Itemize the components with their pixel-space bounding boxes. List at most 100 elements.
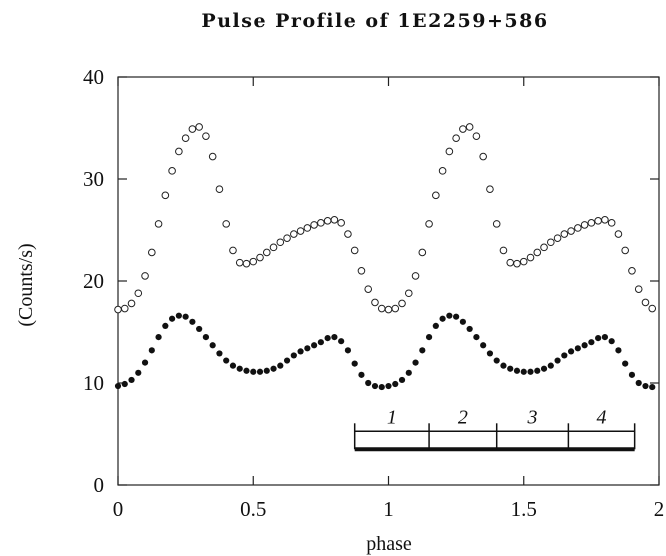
filled-circle-point — [202, 334, 210, 341]
open-circle-point — [364, 285, 373, 293]
x-tick-label: 0 — [113, 497, 124, 521]
filled-circle-point — [229, 362, 237, 369]
open-circle-point — [175, 147, 183, 156]
open-circle-point — [547, 238, 555, 247]
open-circle-point — [391, 304, 400, 313]
series-open-circles — [114, 123, 657, 314]
filled-circle-point — [114, 382, 122, 390]
filled-circle-point — [121, 380, 128, 388]
filled-circle-point — [155, 334, 162, 341]
filled-circle-point — [615, 347, 622, 354]
open-circle-point — [235, 258, 244, 267]
filled-circle-point — [256, 368, 264, 375]
open-circle-point — [648, 304, 657, 313]
filled-circle-point — [162, 322, 169, 329]
open-circle-point — [499, 246, 508, 255]
filled-circle-point — [250, 368, 257, 375]
filled-circle-point — [480, 342, 487, 349]
open-circle-point — [310, 221, 318, 229]
open-circle-point — [141, 272, 149, 280]
filled-circle-point — [128, 376, 135, 384]
filled-circle-point — [351, 360, 358, 367]
filled-circle-point — [209, 342, 216, 349]
open-circle-point — [350, 246, 359, 255]
filled-circle-point — [169, 315, 176, 322]
y-axis: 0 10 20 30 40 — [83, 65, 659, 497]
filled-circle-point — [182, 313, 189, 320]
open-circle-point — [357, 267, 366, 275]
filled-circle-point — [270, 365, 277, 372]
open-circle-point — [283, 234, 291, 242]
open-circle-point — [120, 304, 129, 313]
filled-circle-point — [371, 382, 379, 390]
y-tick-label: 20 — [83, 269, 104, 293]
filled-circle-point — [439, 315, 446, 322]
x-tick-label: 1.5 — [511, 497, 537, 521]
segment-label: 3 — [527, 406, 538, 428]
open-circle-point — [513, 259, 521, 268]
segment-label: 2 — [458, 406, 468, 428]
open-circle-point — [262, 248, 271, 257]
filled-circle-point — [628, 371, 636, 378]
filled-circle-point — [459, 318, 466, 325]
filled-circle-point — [567, 348, 575, 355]
filled-circle-point — [135, 369, 142, 376]
filled-circle-point — [513, 367, 521, 374]
segment-label: 1 — [387, 406, 397, 428]
open-circle-point — [506, 258, 515, 267]
open-circle-point — [526, 253, 535, 262]
y-tick-label: 30 — [83, 167, 104, 191]
open-circle-point — [540, 243, 548, 252]
open-circle-point — [411, 272, 420, 280]
open-circle-point — [269, 243, 278, 252]
filled-circle-point — [236, 365, 243, 372]
open-circle-point — [317, 219, 325, 227]
open-circle-point — [276, 238, 285, 247]
filled-circle-point — [297, 348, 304, 355]
filled-circle-point — [561, 352, 568, 359]
open-circle-point — [222, 220, 230, 228]
filled-circle-point — [189, 318, 196, 325]
open-circle-point — [242, 259, 251, 268]
open-circle-point — [404, 289, 413, 298]
filled-circle-point — [554, 357, 561, 364]
segment-label: 4 — [597, 406, 607, 428]
filled-circle-point — [540, 365, 548, 372]
x-axis-label: phase — [366, 533, 412, 555]
filled-circle-point — [635, 379, 642, 387]
filled-circle-point — [338, 338, 345, 345]
filled-circle-point — [520, 368, 527, 375]
open-circle-point — [188, 125, 197, 133]
filled-circle-point — [642, 382, 649, 390]
open-circle-point — [154, 220, 163, 228]
open-circle-point — [621, 246, 629, 255]
open-circle-point — [296, 227, 305, 235]
filled-circle-point — [446, 312, 453, 319]
filled-circle-point — [608, 338, 615, 345]
open-circle-point — [519, 257, 528, 266]
open-circle-point — [432, 191, 440, 200]
open-circle-point — [479, 152, 487, 161]
open-circle-point — [553, 234, 562, 242]
filled-circle-point — [392, 380, 399, 388]
open-circle-point — [634, 285, 643, 293]
open-circle-point — [486, 185, 494, 193]
filled-circle-point — [534, 367, 541, 374]
filled-circle-point — [196, 325, 203, 333]
filled-circle-point — [141, 359, 149, 366]
filled-circle-point — [290, 352, 297, 359]
open-circle-point — [465, 123, 474, 131]
filled-circle-point — [311, 342, 318, 349]
open-circle-point — [256, 253, 264, 262]
x-tick-label: 0.5 — [240, 497, 266, 521]
open-circle-point — [344, 230, 352, 238]
filled-circle-point — [412, 359, 419, 366]
filled-circle-point — [493, 357, 500, 364]
filled-circle-point — [331, 334, 338, 341]
x-tick-label: 2 — [654, 497, 665, 521]
filled-circle-point — [283, 357, 291, 364]
open-circle-point — [614, 230, 623, 238]
open-circle-point — [594, 217, 602, 225]
filled-circle-point — [527, 368, 534, 375]
filled-circle-point — [148, 347, 155, 354]
